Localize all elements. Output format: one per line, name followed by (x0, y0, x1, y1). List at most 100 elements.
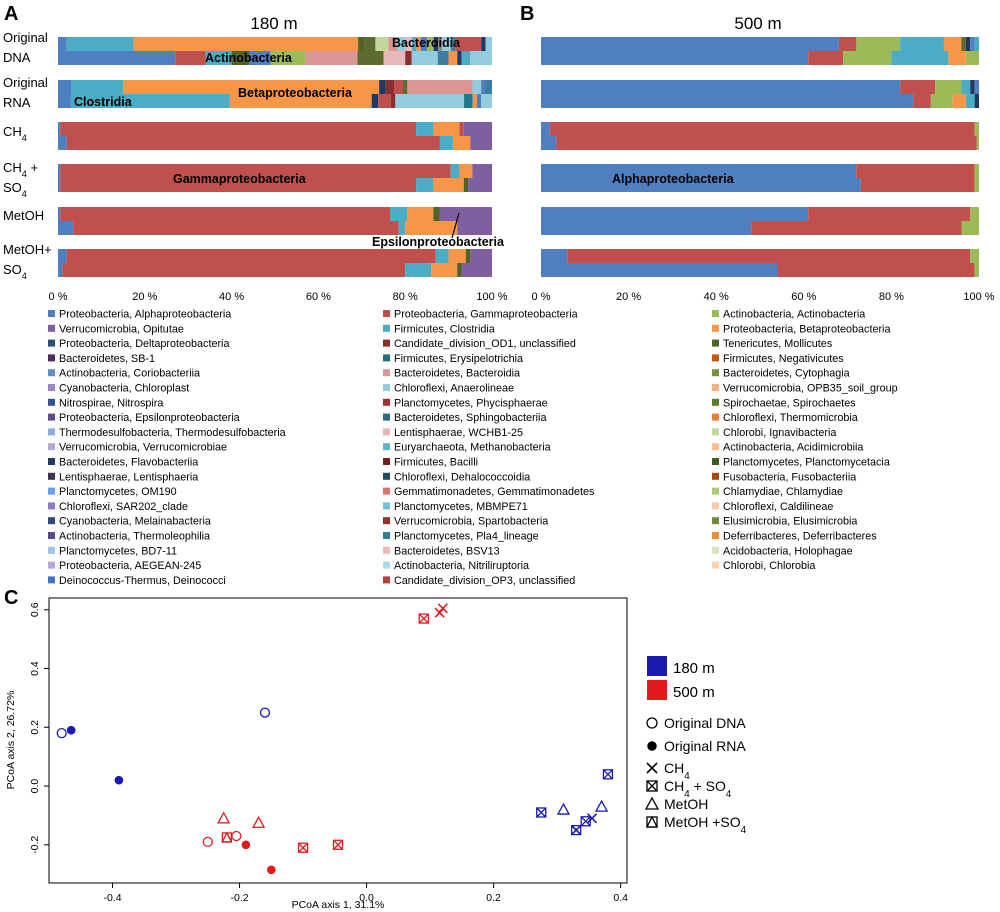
a-bar-r1-rep0-seg6 (403, 80, 408, 94)
legend-swatch-2-10 (712, 458, 719, 465)
a-bar-r1-rep0-seg8 (472, 80, 482, 94)
pcoa-point-1-3 (266, 865, 276, 875)
pcoa-point-0-10-shape (556, 802, 571, 815)
a-bar-r3-rep1-seg1 (60, 178, 417, 192)
legend-label-2-7: Chloroflexi, Thermomicrobia (723, 412, 858, 424)
a-bar-r0-rep0-seg5 (375, 37, 389, 51)
b-bar-r0-rep0-seg7 (970, 37, 975, 51)
b-bar-r3-rep0-seg1 (856, 164, 975, 178)
legend-label-2-4: Bacteroidetes, Cytophagia (723, 368, 850, 380)
b-bar-r4-rep1-seg1 (751, 221, 962, 235)
row-label-3-1: SO4 (3, 180, 27, 199)
a-bar-r1-rep0-seg4 (385, 80, 395, 94)
panel-b-title: 500 m (734, 14, 781, 33)
legend-swatch-0-7 (48, 413, 55, 421)
pcoa-point-1-7-cross (298, 842, 309, 853)
legend-swatch-1-16 (383, 546, 390, 554)
pcoa-point-1-6-cross (418, 613, 429, 624)
b-bar-r1-rep0-seg2 (935, 80, 962, 94)
legend-shape-3 (646, 780, 658, 792)
panel-a-title: 180 m (250, 14, 297, 33)
legend-shape-3-cross (646, 780, 658, 792)
b-bar-r0-rep0-seg0 (541, 37, 839, 51)
legend-swatch-0-3 (48, 354, 55, 362)
a-bar-r4-rep1-seg1 (73, 221, 399, 235)
a-bar-r1-rep1-seg4 (378, 94, 392, 108)
legend-label-2-15: Deferribacteres, Deferribacteres (723, 531, 877, 543)
legend-swatch-2-2 (712, 339, 719, 347)
a-bar-r0-rep1-seg15 (470, 51, 492, 65)
legend-label-2-8: Chlorobi, Ignavibacteria (723, 427, 836, 439)
a-bar-r1-rep1-seg2 (229, 94, 372, 108)
legend-swatch-2-15 (712, 532, 719, 539)
a-bar-r4-rep0-seg3 (407, 207, 434, 221)
legend-swatch-2-6 (712, 398, 719, 406)
b-bar-r0-rep0-seg4 (943, 37, 962, 51)
legend-label-1-13: Planctomycetes, MBMPE71 (394, 501, 528, 513)
a-bar-r2-rep1-seg3 (452, 136, 471, 150)
pcoa-point-1-7-box (297, 842, 309, 853)
annotation-clostridia: Clostridia (74, 95, 133, 109)
pcoa-point-0-3-shape (114, 775, 124, 785)
a-bar-r4-rep0-seg0 (58, 207, 61, 221)
b-bar-r1-rep0-seg4 (970, 80, 975, 94)
legend-label-1-5: Chloroflexi, Anaerolineae (394, 383, 514, 395)
b-bar-r1-rep0-seg3 (961, 80, 971, 94)
a-bar-r3-rep1-seg2 (416, 178, 434, 192)
a-bar-r0-rep0-seg6 (388, 37, 397, 51)
legend-shape-2-shape (646, 762, 658, 774)
legend-label-1-16: Bacteroidetes, BSV13 (394, 545, 500, 557)
legend-label-0-6: Nitrospirae, Nitrospira (59, 397, 163, 409)
a-bar-r1-rep0-seg3 (379, 80, 386, 94)
legend-label-2-0: Actinobacteria, Actinobacteria (723, 309, 865, 321)
a-bar-r0-rep1-seg13 (457, 51, 462, 65)
legend-label-2-6: Spirochaetae, Spirochaetes (723, 397, 856, 409)
pcoa-point-0-1-shape (259, 707, 271, 718)
a-bar-r5-rep0-seg5 (470, 249, 492, 263)
b-bar-r3-rep1-seg1 (860, 178, 975, 192)
legend-swatch-1-9 (383, 443, 390, 451)
row-label-4-0: MetOH (3, 208, 44, 223)
a-bar-r0-rep1-seg12 (448, 51, 458, 65)
legend-label-1-12: Gemmatimonadetes, Gemmatimonadetes (394, 486, 595, 498)
legend-label-0-3: Bacteroidetes, SB-1 (59, 353, 155, 365)
a-bar-r0-rep0-seg11 (420, 37, 428, 51)
a-bar-r1-rep0-seg5 (394, 80, 404, 94)
a-bar-r1-rep1-seg0 (58, 94, 71, 108)
epsilon-pointer-line (451, 212, 460, 239)
legend-shape-0 (646, 717, 658, 729)
a-bar-r0-rep0-seg14 (438, 37, 443, 51)
pcoa-ytick-4: 0.6 (29, 602, 41, 617)
b-xtick-0: 0 % (532, 291, 551, 303)
a-bar-r5-rep0-seg2 (435, 249, 449, 263)
pcoa-plot: -0.4 -0.2 0.0 0.2 0.4 -0.2 0.0 0.2 0.4 0.6 PCoA ax… (5, 597, 747, 911)
row-label-1-1: RNA (3, 95, 31, 110)
legend-label-0-4: Actinobacteria, Coriobacteriia (59, 368, 200, 380)
pcoa-xtick-2: 0.0 (359, 892, 374, 904)
legend-label-0-11: Lentisphaerae, Lentisphaeria (59, 471, 198, 483)
legend-label-2-14: Elusimicrobia, Elusimicrobia (723, 516, 857, 528)
pcoa-point-0-6 (536, 807, 547, 818)
pcoa-point-1-4 (434, 607, 445, 618)
b-bar-r4-rep0-seg0 (541, 207, 809, 221)
a-bar-r5-rep1-seg4 (457, 263, 462, 277)
b-bar-r4-rep0-seg1 (808, 207, 971, 221)
legend-shape-0-shape (646, 717, 658, 729)
a-bar-r2-rep1-seg4 (470, 136, 492, 150)
legend-label-2-1: Proteobacteria, Betaproteobacteria (723, 323, 890, 335)
b-bar-r2-rep1-seg0 (541, 136, 557, 150)
b-bar-r0-rep0-seg6 (965, 37, 971, 51)
legend-shape-label-4: MetOH (664, 796, 708, 812)
b-bar-r3-rep0-seg2 (974, 164, 979, 178)
legend-swatch-0-4 (48, 369, 55, 377)
legend-swatch-2-1 (712, 324, 719, 332)
b-xtick-3: 60 % (791, 291, 816, 303)
a-bar-r0-rep0-seg0 (58, 37, 67, 51)
a-bar-r5-rep1-seg5 (461, 263, 492, 277)
pcoa-point-1-8-cross (333, 839, 343, 850)
a-bar-r4-rep0-seg4 (433, 207, 440, 221)
a-bar-r1-rep0-seg9 (481, 80, 486, 94)
a-bar-r0-rep0-seg8 (405, 37, 413, 51)
a-bar-r0-rep1-seg8 (383, 51, 406, 65)
b-bar-r1-rep1-seg4 (965, 94, 975, 108)
